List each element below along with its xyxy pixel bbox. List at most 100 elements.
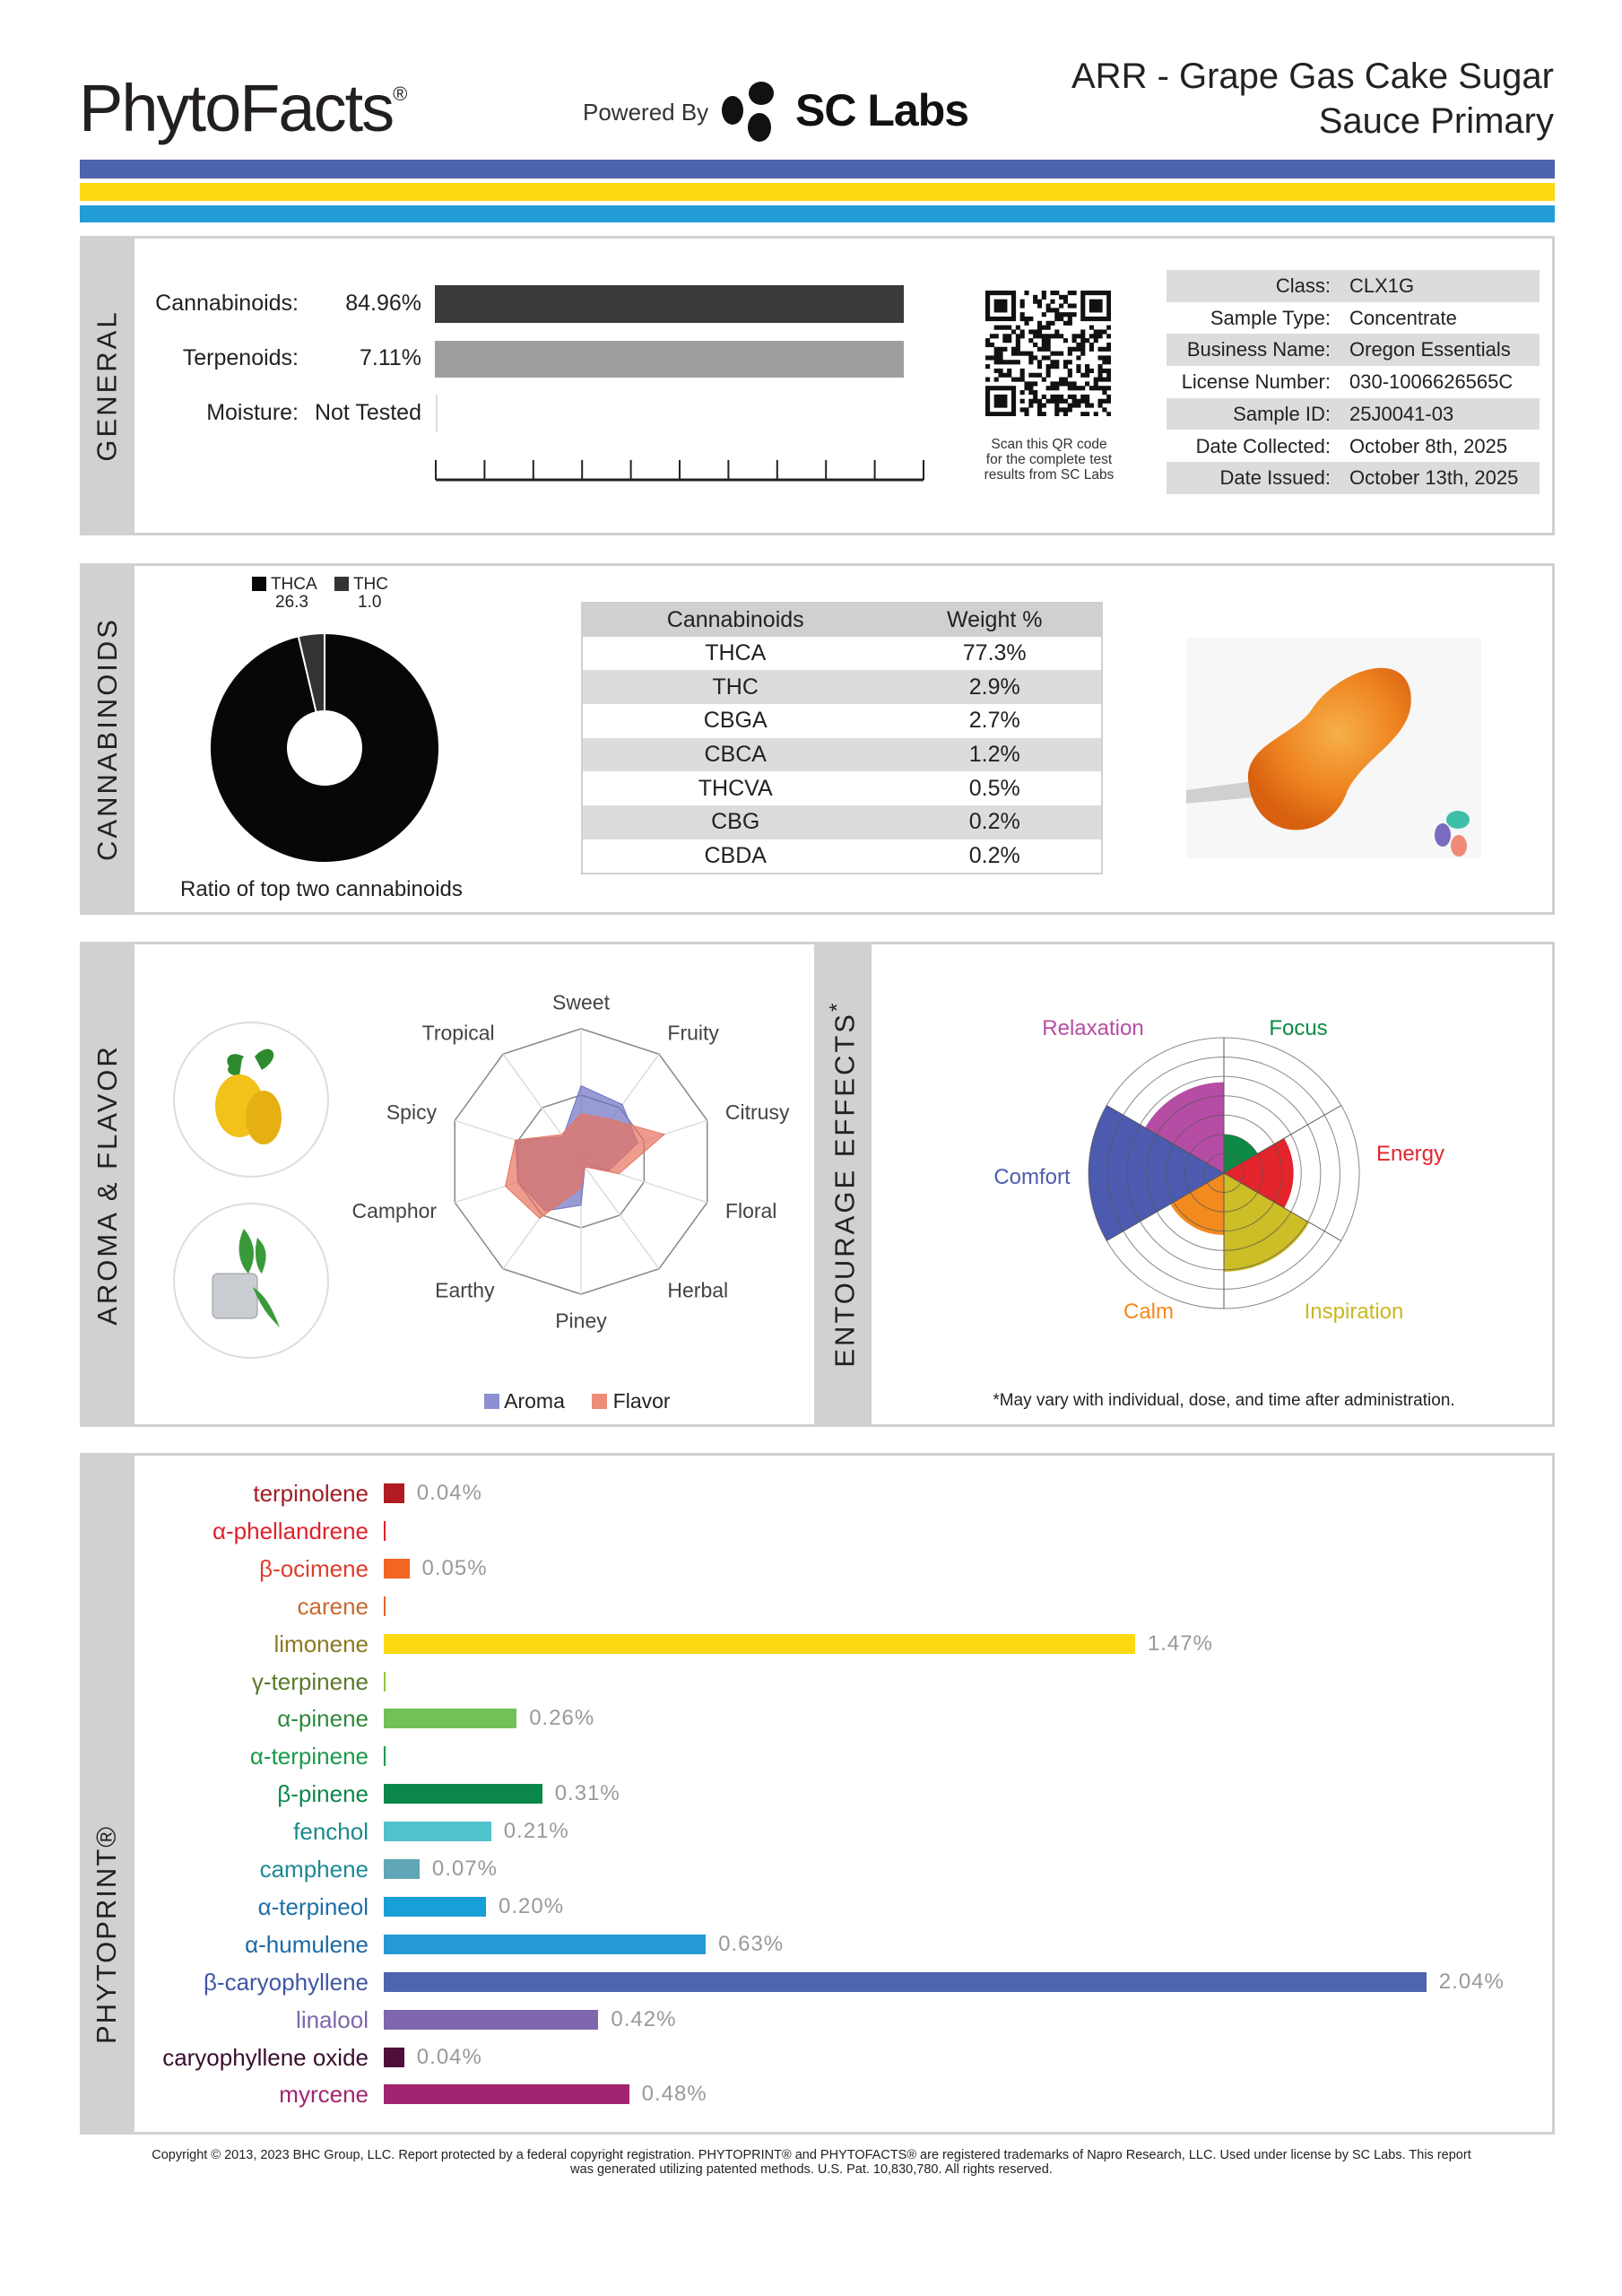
qr-caption-line: Scan this QR code: [991, 437, 1107, 452]
qr-module: [1080, 386, 1086, 391]
brand-registered-mark: ®: [393, 83, 407, 105]
terpene-label-limonene: limonene: [273, 1630, 369, 1657]
qr-module: [1063, 360, 1069, 365]
qr-module: [1015, 351, 1020, 356]
donut-slice-thc: [297, 631, 325, 714]
cannabinoid-weight: 1.2%: [888, 737, 1102, 772]
qr-module: [1080, 312, 1086, 317]
qr-module: [1071, 312, 1077, 317]
qr-module: [1097, 303, 1103, 309]
qr-module: [1010, 316, 1017, 322]
stripe-blue: [80, 160, 1555, 178]
qr-module: [1063, 377, 1069, 382]
qr-module: [1050, 308, 1055, 313]
info-value: 25J0041-03: [1349, 402, 1454, 425]
qr-module: [1002, 334, 1008, 339]
radar-axis-label-herbal: Herbal: [667, 1279, 728, 1302]
qr-code[interactable]: [985, 291, 1111, 416]
terpene-value-limonene: 1.47%: [1147, 1631, 1213, 1656]
qr-module: [993, 351, 999, 356]
footer-line: was generated utilizing patented methods…: [570, 2162, 1053, 2177]
qr-module: [1045, 303, 1051, 309]
qr-module: [1045, 325, 1051, 330]
qr-module: [1028, 316, 1034, 322]
qr-module: [1106, 334, 1111, 339]
qr-module: [998, 346, 1003, 352]
qr-module: [1093, 381, 1098, 387]
qr-module: [998, 303, 1003, 309]
qr-module: [1063, 320, 1069, 326]
qr-module: [985, 316, 991, 322]
qr-module: [1093, 291, 1098, 296]
qr-module: [985, 403, 991, 408]
qr-module: [1037, 299, 1043, 304]
terpenoids-label: Terpenoids:: [182, 345, 299, 370]
radar-axis-label-sweet: Sweet: [552, 990, 611, 1013]
qr-module: [985, 291, 991, 296]
cannabinoid-name: CBGA: [703, 708, 768, 734]
qr-module: [1071, 346, 1077, 352]
terpene-label-pinene: α-pinene: [277, 1705, 369, 1733]
cannabinoid-weight: 0.2%: [888, 805, 1102, 839]
info-label: Business Name:: [1186, 338, 1331, 361]
effect-label-calm: Calm: [1123, 1300, 1174, 1324]
qr-module: [1007, 338, 1012, 344]
qr-module: [1007, 360, 1012, 365]
qr-module: [1106, 394, 1111, 399]
qr-module: [1010, 398, 1017, 404]
qr-module: [1059, 351, 1064, 356]
info-row-license-number: License Number: 030-1006626565C: [1167, 366, 1540, 398]
qr-module: [1085, 316, 1090, 322]
terpene-value-linalool: 0.42%: [611, 2006, 677, 2031]
qr-module: [1076, 364, 1081, 370]
qr-module: [1041, 412, 1046, 416]
qr-module: [1080, 291, 1086, 296]
terpene-bar-limonene: [384, 1633, 1135, 1654]
qr-module: [1045, 338, 1051, 344]
qr-module: [1063, 294, 1069, 300]
qr-module: [1080, 338, 1086, 344]
qr-module: [1106, 386, 1111, 391]
qr-module: [1067, 394, 1072, 399]
qr-module: [1076, 355, 1081, 361]
qr-module: [1054, 312, 1060, 317]
qr-module: [1080, 412, 1086, 416]
qr-module: [1024, 320, 1029, 326]
qr-module: [1097, 329, 1103, 335]
cannabinoids-sidebar: CANNABINOIDS: [80, 563, 134, 915]
qr-module: [1010, 291, 1017, 296]
qr-module: [1089, 403, 1094, 408]
qr-module: [993, 368, 999, 374]
qr-module: [993, 303, 999, 309]
qr-module: [1010, 390, 1017, 396]
table-row: THCVA 0.5%: [582, 771, 1102, 805]
qr-module: [1106, 291, 1111, 296]
terpene-value-terpineol: 0.20%: [499, 1893, 565, 1918]
qr-module: [1085, 372, 1090, 378]
terpene-value-pinene: 0.26%: [529, 1706, 595, 1731]
cannabinoid-name: THCA: [705, 640, 767, 666]
qr-module: [985, 407, 991, 413]
qr-module: [1033, 329, 1038, 335]
radar-spoke: [580, 1161, 660, 1270]
qr-module: [993, 346, 999, 352]
qr-module: [1007, 368, 1012, 374]
qr-module: [989, 291, 994, 296]
info-row-sample-id: Sample ID: 25J0041-03: [1167, 397, 1540, 430]
terpene-value-caryophyllene-oxide: 0.04%: [416, 2044, 482, 2069]
qr-module: [1106, 368, 1111, 374]
info-value: October 13th, 2025: [1349, 466, 1519, 490]
terpene-bar-terpinene: [384, 1671, 386, 1692]
qr-module: [989, 386, 994, 391]
info-row-class: Class: CLX1G: [1167, 270, 1540, 302]
qr-module: [1076, 398, 1081, 404]
qr-module: [1093, 299, 1098, 304]
qr-module: [1085, 368, 1090, 374]
terpene-bar-terpinolene: [384, 1483, 404, 1503]
qr-module: [1041, 403, 1046, 408]
polar-spoke: [1223, 1172, 1342, 1241]
aroma-legend-label: Aroma: [504, 1389, 565, 1413]
qr-module: [1097, 364, 1103, 370]
qr-module: [1093, 338, 1098, 344]
qr-module: [1028, 329, 1034, 335]
